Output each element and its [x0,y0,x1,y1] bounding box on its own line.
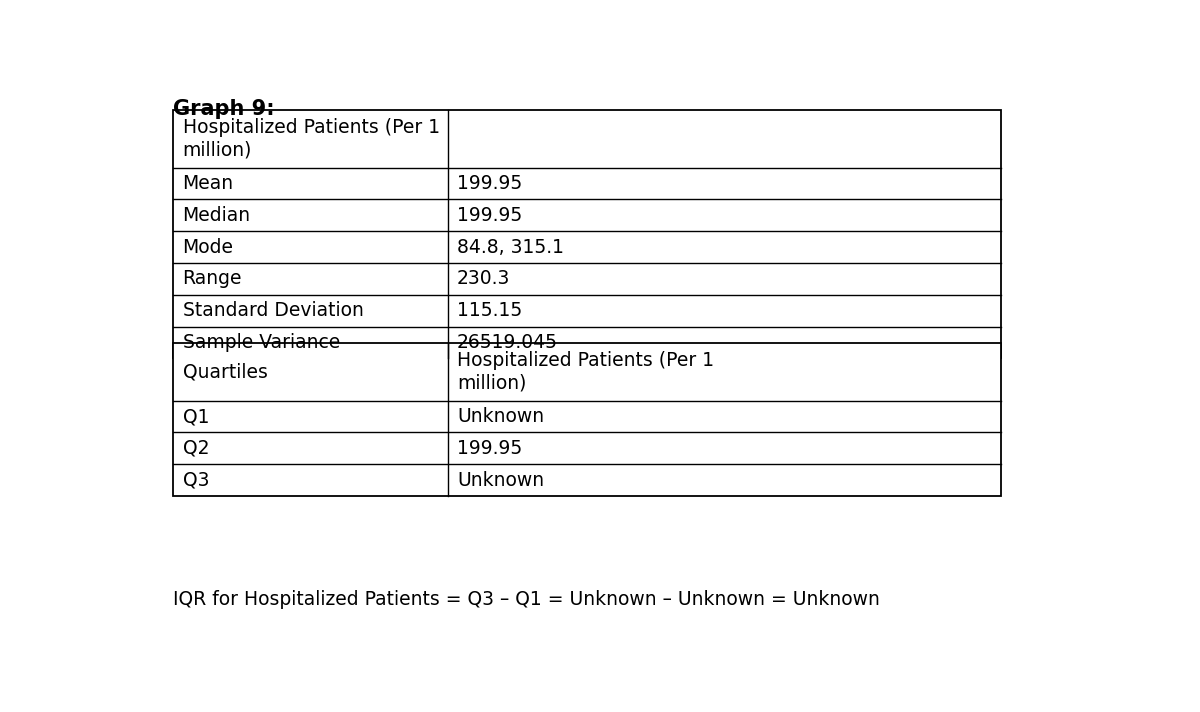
Text: 199.95: 199.95 [457,206,522,225]
Text: Quartiles: Quartiles [182,362,268,382]
Text: 26519.045: 26519.045 [457,333,558,352]
Text: Standard Deviation: Standard Deviation [182,301,364,320]
Text: Graph 9:: Graph 9: [173,99,275,119]
Text: Unknown: Unknown [457,471,544,490]
Text: Q2: Q2 [182,439,209,458]
Text: Unknown: Unknown [457,407,544,426]
Text: 230.3: 230.3 [457,269,510,288]
Text: Q1: Q1 [182,407,209,426]
Text: Median: Median [182,206,251,225]
Text: Mean: Mean [182,174,234,193]
Text: Hospitalized Patients (Per 1
million): Hospitalized Patients (Per 1 million) [457,351,714,393]
Text: 84.8, 315.1: 84.8, 315.1 [457,238,564,256]
Text: IQR for Hospitalized Patients = Q3 – Q1 = Unknown – Unknown = Unknown: IQR for Hospitalized Patients = Q3 – Q1 … [173,590,880,609]
Bar [173,343,1001,496]
Text: Range: Range [182,269,242,288]
Text: 199.95: 199.95 [457,174,522,193]
Text: Q3: Q3 [182,471,209,490]
Bar [173,110,1001,358]
Text: Hospitalized Patients (Per 1
million): Hospitalized Patients (Per 1 million) [182,118,439,159]
Text: Sample Variance: Sample Variance [182,333,340,352]
Text: 115.15: 115.15 [457,301,522,320]
Text: 199.95: 199.95 [457,439,522,458]
Text: Mode: Mode [182,238,234,256]
